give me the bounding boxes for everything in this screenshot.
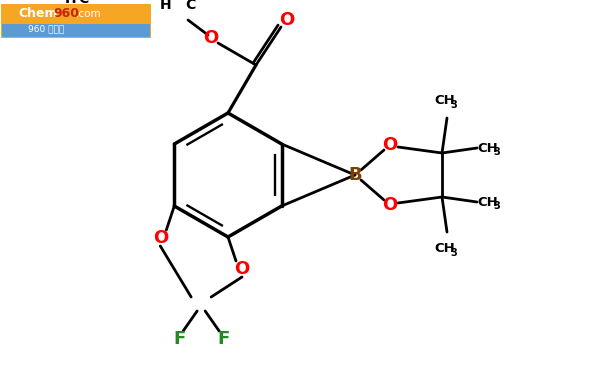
Text: 3: 3 xyxy=(493,147,500,157)
Text: O: O xyxy=(382,136,397,154)
Text: H: H xyxy=(65,0,77,6)
Text: CH: CH xyxy=(434,94,455,108)
Text: CH: CH xyxy=(434,243,455,255)
Text: H: H xyxy=(159,0,171,12)
Text: 3: 3 xyxy=(179,0,186,1)
Text: CH: CH xyxy=(477,195,498,208)
Text: F: F xyxy=(217,330,229,348)
Text: CH: CH xyxy=(477,141,498,154)
Text: F: F xyxy=(173,330,185,348)
Bar xyxy=(2,24,150,37)
Text: 3: 3 xyxy=(493,201,500,211)
Text: 3: 3 xyxy=(450,248,457,258)
FancyBboxPatch shape xyxy=(1,4,151,38)
Text: 960 化工网: 960 化工网 xyxy=(28,24,64,33)
Text: 3: 3 xyxy=(72,0,79,1)
Text: C: C xyxy=(185,0,195,12)
Text: O: O xyxy=(280,11,295,29)
Text: O: O xyxy=(382,196,397,214)
Text: 960: 960 xyxy=(53,7,79,20)
Text: .com: .com xyxy=(76,9,102,19)
Text: O: O xyxy=(234,260,250,278)
Text: O: O xyxy=(152,229,168,247)
Text: O: O xyxy=(203,29,218,47)
Text: B: B xyxy=(348,166,362,184)
Text: C: C xyxy=(78,0,88,6)
Text: 3: 3 xyxy=(450,100,457,110)
Text: Chem: Chem xyxy=(18,7,57,20)
